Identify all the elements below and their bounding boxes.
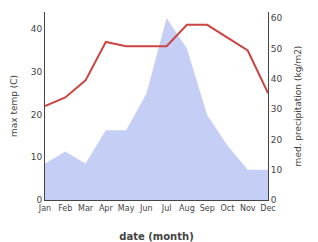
svg-text:20: 20 bbox=[271, 135, 283, 145]
svg-text:Oct: Oct bbox=[221, 204, 235, 213]
svg-text:date (month): date (month) bbox=[119, 231, 193, 242]
svg-text:Jun: Jun bbox=[139, 204, 153, 213]
svg-text:30: 30 bbox=[271, 104, 283, 114]
svg-text:Sep: Sep bbox=[200, 204, 215, 213]
svg-text:Mar: Mar bbox=[78, 204, 94, 213]
svg-text:10: 10 bbox=[31, 152, 43, 162]
svg-text:30: 30 bbox=[31, 67, 43, 77]
svg-text:60: 60 bbox=[271, 13, 283, 23]
svg-text:Apr: Apr bbox=[99, 204, 114, 213]
svg-text:50: 50 bbox=[271, 44, 283, 54]
svg-text:40: 40 bbox=[31, 24, 43, 34]
svg-text:May: May bbox=[118, 204, 135, 213]
svg-text:Aug: Aug bbox=[179, 204, 195, 213]
svg-text:Feb: Feb bbox=[58, 204, 72, 213]
svg-text:max temp (C): max temp (C) bbox=[9, 75, 19, 137]
svg-text:40: 40 bbox=[271, 74, 283, 84]
svg-text:Jul: Jul bbox=[161, 204, 172, 213]
svg-text:Nov: Nov bbox=[240, 204, 256, 213]
svg-text:med. precipitation (kg/m2): med. precipitation (kg/m2) bbox=[293, 46, 303, 167]
svg-text:20: 20 bbox=[31, 110, 43, 120]
svg-text:0: 0 bbox=[36, 195, 42, 205]
svg-text:10: 10 bbox=[271, 165, 283, 175]
svg-text:Dec: Dec bbox=[260, 204, 275, 213]
svg-text:0: 0 bbox=[271, 195, 277, 205]
svg-text:Jan: Jan bbox=[38, 204, 51, 213]
